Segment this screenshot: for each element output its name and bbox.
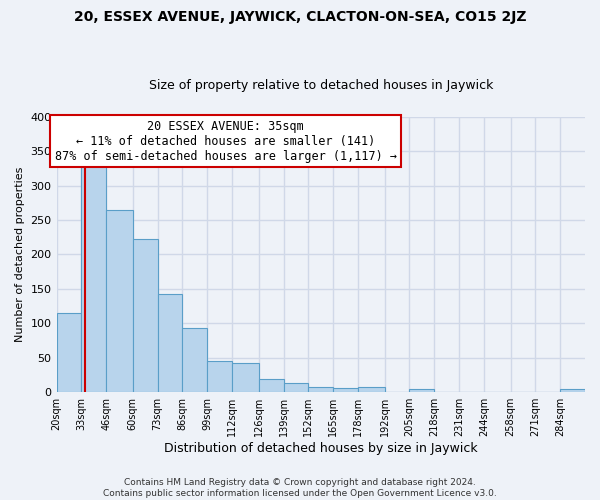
- Bar: [560, 390, 585, 392]
- Bar: [232, 362, 259, 392]
- X-axis label: Distribution of detached houses by size in Jaywick: Distribution of detached houses by size …: [164, 442, 478, 455]
- Text: 20, ESSEX AVENUE, JAYWICK, CLACTON-ON-SEA, CO15 2JZ: 20, ESSEX AVENUE, JAYWICK, CLACTON-ON-SE…: [74, 10, 526, 24]
- Bar: [409, 390, 434, 392]
- Bar: [207, 361, 232, 392]
- Bar: [158, 294, 182, 392]
- Bar: [182, 328, 207, 392]
- Text: 20 ESSEX AVENUE: 35sqm
← 11% of detached houses are smaller (141)
87% of semi-de: 20 ESSEX AVENUE: 35sqm ← 11% of detached…: [55, 120, 397, 162]
- Bar: [333, 388, 358, 392]
- Title: Size of property relative to detached houses in Jaywick: Size of property relative to detached ho…: [149, 79, 493, 92]
- Bar: [56, 313, 82, 392]
- Bar: [82, 162, 106, 392]
- Bar: [133, 240, 158, 392]
- Bar: [308, 386, 333, 392]
- Bar: [358, 386, 385, 392]
- Text: Contains HM Land Registry data © Crown copyright and database right 2024.
Contai: Contains HM Land Registry data © Crown c…: [103, 478, 497, 498]
- Y-axis label: Number of detached properties: Number of detached properties: [15, 167, 25, 342]
- Bar: [284, 384, 308, 392]
- Bar: [106, 210, 133, 392]
- Bar: [259, 379, 284, 392]
